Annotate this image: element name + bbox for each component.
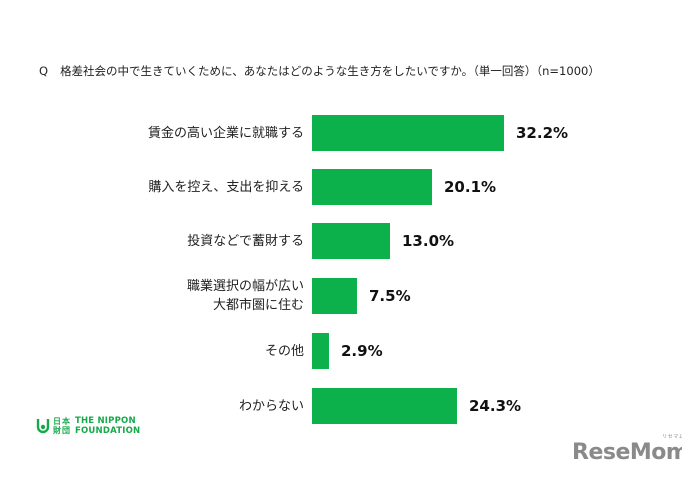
bar [312, 223, 390, 259]
category-label: 投資などで蓄財する [187, 233, 304, 249]
bar [312, 388, 457, 424]
bar [312, 115, 504, 151]
nippon-foundation-name: THE NIPPON FOUNDATION [75, 416, 141, 436]
value-label: 24.3% [469, 397, 522, 415]
chart-row: その他 2.9% [0, 333, 682, 369]
resemom-logo: ReseMom リセマム [572, 434, 682, 465]
category-label: 職業選択の幅が広い 大都市圏に住む [186, 279, 304, 313]
value-label: 20.1% [444, 178, 497, 196]
value-label: 32.2% [516, 124, 569, 142]
value-label: 13.0% [402, 232, 455, 250]
category-label: 購入を控え、支出を抑える [148, 179, 304, 195]
bar [312, 278, 357, 314]
chart-row: 職業選択の幅が広い 大都市圏に住む 7.5% [0, 278, 682, 314]
question-prefix: Q [39, 64, 49, 78]
value-label: 7.5% [369, 287, 411, 305]
chart-row: 投資などで蓄財する 13.0% [0, 223, 682, 259]
bar [312, 333, 329, 369]
category-label: その他 [264, 343, 304, 359]
nippon-foundation-logo: 日 本 財 団 THE NIPPON FOUNDATION [36, 416, 140, 436]
chart-row: わからない 24.3% [0, 388, 682, 424]
chart-row: 購入を控え、支出を抑える 20.1% [0, 169, 682, 205]
question-text: Q 格差社会の中で生きていくために、あなたはどのような生き方をしたいですか。（単一… [39, 63, 600, 79]
chart-row: 賃金の高い企業に就職する 32.2% [0, 115, 682, 151]
question-body: 格差社会の中で生きていくために、あなたはどのような生き方をしたいですか。（単一回… [60, 64, 600, 78]
bar [312, 169, 432, 205]
category-label: 賃金の高い企業に就職する [147, 125, 304, 141]
nippon-foundation-kanji: 日 本 財 団 [53, 417, 70, 435]
nippon-foundation-mark-icon [36, 419, 50, 434]
value-label: 2.9% [341, 342, 383, 360]
category-label: わからない [238, 398, 304, 414]
